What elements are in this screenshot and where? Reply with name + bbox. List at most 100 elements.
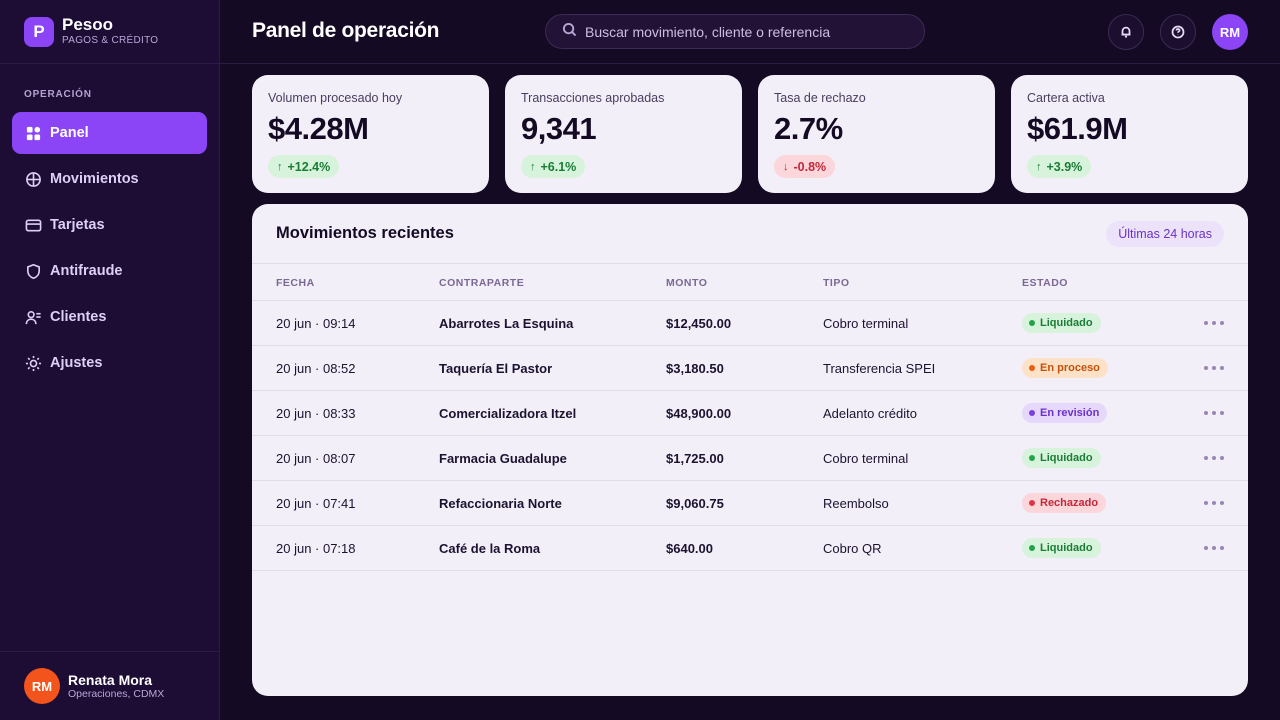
table-row[interactable]: 20 jun · 08:33 Comercializadora Itzel $48,…	[252, 391, 1248, 436]
cell-tipo: Adelanto crédito	[823, 406, 917, 421]
cell-fecha: 20 jun · 07:18	[276, 541, 356, 556]
cell-monto: $640.00	[666, 541, 713, 556]
cell-tipo: Cobro terminal	[823, 316, 909, 331]
cell-contraparte: Abarrotes La Esquina	[439, 316, 574, 331]
cell-monto: $1,725.00	[666, 451, 724, 466]
more-options-icon[interactable]	[1204, 315, 1224, 331]
cell-tipo: Transferencia SPEI	[823, 361, 936, 376]
status-badge: Liquidado	[1022, 538, 1101, 558]
user-name: Renata Mora	[68, 671, 153, 688]
kpi-card-volumen: Volumen procesado hoy $4.28M ↑ +12.4%	[252, 75, 489, 193]
sidebar-item-panel[interactable]: Panel	[12, 112, 207, 154]
kpi-value: $4.28M	[268, 111, 369, 146]
status-dot	[1029, 365, 1035, 371]
more-options-icon[interactable]	[1204, 540, 1224, 556]
column-header-tipo[interactable]: TIPO	[823, 277, 850, 289]
status-dot	[1029, 545, 1035, 551]
sidebar-item-label: Clientes	[50, 309, 107, 325]
table-header-row: FECHA CONTRAPARTE MONTO TIPO ESTADO	[252, 264, 1248, 301]
cell-tipo: Cobro terminal	[823, 451, 909, 466]
kpi-label: Volumen procesado hoy	[268, 91, 403, 105]
sidebar-item-label: Ajustes	[50, 355, 103, 371]
cell-monto: $12,450.00	[666, 316, 732, 331]
sidebar-item-label: Movimientos	[50, 171, 139, 187]
cell-contraparte: Refaccionaria Norte	[439, 496, 562, 511]
table-row[interactable]: 20 jun · 09:14 Abarrotes La Esquina $12,45…	[252, 301, 1248, 346]
sun-gear-icon	[24, 354, 42, 372]
arrow-up-icon: ↑	[1036, 160, 1042, 173]
header-avatar[interactable]: RM	[1212, 14, 1248, 50]
cell-contraparte: Taquería El Pastor	[439, 361, 553, 376]
status-label: Rechazado	[1040, 497, 1099, 509]
cell-tipo: Reembolso	[823, 496, 889, 511]
status-label: Liquidado	[1040, 542, 1093, 554]
column-header-fecha[interactable]: FECHA	[276, 277, 315, 289]
cell-fecha: 20 jun · 08:33	[276, 406, 356, 421]
sidebar-item-antifraude[interactable]: Antifraude	[12, 250, 207, 292]
card-icon	[24, 216, 42, 234]
status-dot	[1029, 320, 1035, 326]
cell-fecha: 20 jun · 08:07	[276, 451, 356, 466]
status-label: Liquidado	[1040, 317, 1093, 329]
movements-header: Movimientos recientes Últimas 24 horas	[252, 204, 1248, 264]
brand-subtitle: PAGOS & CRÉDITO	[62, 35, 159, 46]
more-options-icon[interactable]	[1204, 495, 1224, 511]
kpi-delta-value: +12.4%	[287, 159, 331, 174]
sidebar-item-clientes[interactable]: Clientes	[12, 296, 207, 338]
more-options-icon[interactable]	[1204, 360, 1224, 376]
brand-name: Pesoo	[62, 15, 114, 34]
table-row[interactable]: 20 jun · 08:52 Taquería El Pastor $3,180.5…	[252, 346, 1248, 391]
more-options-icon[interactable]	[1204, 405, 1224, 421]
brand[interactable]: P Pesoo PAGOS & CRÉDITO	[0, 0, 219, 64]
sidebar-item-label: Antifraude	[50, 263, 123, 279]
cell-contraparte: Café de la Roma	[439, 541, 541, 556]
search-bar[interactable]	[545, 14, 925, 49]
movements-card: Movimientos recientes Últimas 24 horas F…	[252, 204, 1248, 696]
time-filter-button[interactable]: Últimas 24 horas	[1106, 221, 1224, 247]
sidebar-item-ajustes[interactable]: Ajustes	[12, 342, 207, 384]
table-row[interactable]: 20 jun · 08:07 Farmacia Guadalupe $1,725.0…	[252, 436, 1248, 481]
movements-title: Movimientos recientes	[276, 224, 454, 242]
kpi-delta-value: +6.1%	[540, 159, 577, 174]
help-button[interactable]	[1160, 14, 1196, 50]
sidebar-nav: Panel Movimientos Tarjetas Antifraude Cl…	[0, 112, 219, 384]
table-row[interactable]: 20 jun · 07:18 Café de la Roma $640.00 Cobr…	[252, 526, 1248, 571]
status-badge: En proceso	[1022, 358, 1108, 378]
status-badge: Liquidado	[1022, 448, 1101, 468]
cell-monto: $48,900.00	[666, 406, 732, 421]
kpi-label: Tasa de rechazo	[774, 91, 866, 105]
status-dot	[1029, 455, 1035, 461]
kpi-delta-badge: ↓ -0.8%	[774, 155, 836, 178]
user-role: Operaciones, CDMX	[68, 687, 165, 700]
kpi-card-transacciones: Transacciones aprobadas 9,341 ↑ +6.1%	[505, 75, 742, 193]
kpi-label: Cartera activa	[1027, 91, 1105, 105]
kpi-delta-value: -0.8%	[793, 159, 827, 174]
user-profile[interactable]: RM Renata Mora Operaciones, CDMX	[0, 651, 219, 720]
notifications-button[interactable]	[1108, 14, 1144, 50]
column-header-contraparte[interactable]: CONTRAPARTE	[439, 277, 525, 289]
grid-icon	[24, 124, 42, 142]
page-title: Panel de operación	[252, 19, 440, 42]
more-options-icon[interactable]	[1204, 450, 1224, 466]
status-dot	[1029, 500, 1035, 506]
column-header-monto[interactable]: MONTO	[666, 277, 708, 289]
sidebar: P Pesoo PAGOS & CRÉDITO OPERACIÓN Panel …	[0, 0, 220, 720]
sidebar-item-movimientos[interactable]: Movimientos	[12, 158, 207, 200]
arrow-up-icon: ↑	[277, 160, 283, 173]
status-dot	[1029, 410, 1035, 416]
search-input[interactable]	[585, 23, 905, 40]
arrow-up-icon: ↑	[530, 160, 536, 173]
sidebar-item-label: Panel	[50, 125, 89, 141]
status-label: En proceso	[1040, 362, 1100, 374]
status-badge: Rechazado	[1022, 493, 1107, 513]
sidebar-item-tarjetas[interactable]: Tarjetas	[12, 204, 207, 246]
table-row[interactable]: 20 jun · 07:41 Refaccionaria Norte $9,060.…	[252, 481, 1248, 526]
status-badge: Liquidado	[1022, 313, 1101, 333]
kpi-delta-badge: ↑ +6.1%	[521, 155, 586, 178]
column-header-estado[interactable]: ESTADO	[1022, 277, 1068, 289]
kpi-value: 9,341	[521, 111, 597, 146]
cell-fecha: 20 jun · 07:41	[276, 496, 356, 511]
kpi-delta-badge: ↑ +3.9%	[1027, 155, 1092, 178]
bell-icon	[1119, 25, 1133, 39]
cell-monto: $9,060.75	[666, 496, 724, 511]
